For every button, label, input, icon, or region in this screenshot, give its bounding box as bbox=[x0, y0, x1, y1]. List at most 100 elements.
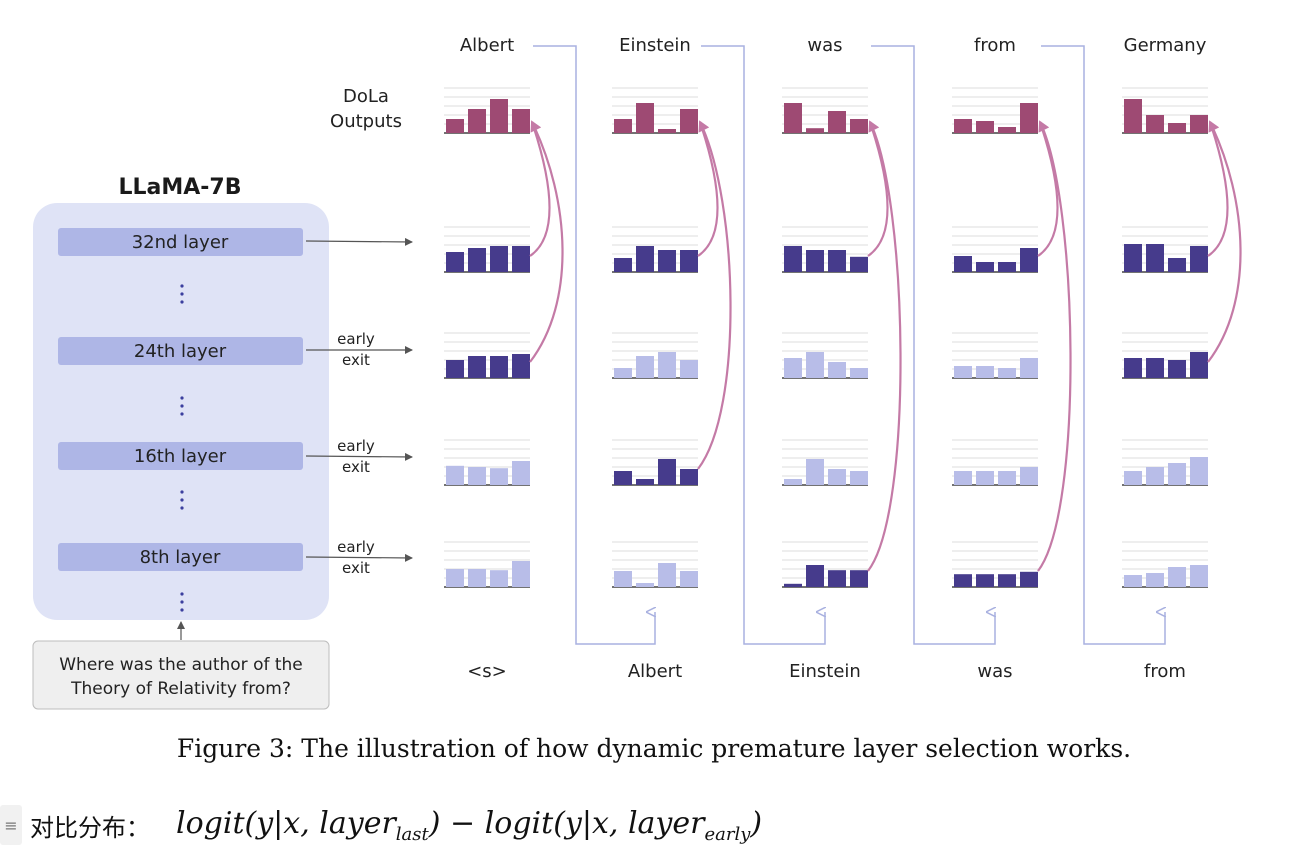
layer-16-label: 16th layer bbox=[134, 446, 227, 467]
token-connector bbox=[533, 45, 655, 645]
formula-part-1: logit(y|x, layer bbox=[176, 805, 396, 841]
bar-L32-2 bbox=[828, 250, 846, 272]
bar-L8-1 bbox=[1146, 573, 1164, 587]
output-token: was bbox=[807, 35, 842, 56]
bar-L16-1 bbox=[468, 467, 486, 485]
bar-L32-1 bbox=[636, 246, 654, 272]
bar-L24-3 bbox=[512, 354, 530, 378]
token-connector bbox=[701, 45, 825, 645]
bar-L8-3 bbox=[1190, 565, 1208, 587]
layer-8-label: 8th layer bbox=[140, 547, 221, 568]
input-token: <s> bbox=[467, 661, 507, 682]
bar-dola-3 bbox=[680, 109, 698, 133]
bar-dola-2 bbox=[828, 111, 846, 133]
bar-L16-3 bbox=[850, 471, 868, 485]
bar-L24-3 bbox=[1190, 352, 1208, 378]
bar-L8-3 bbox=[1020, 571, 1038, 587]
model-panel bbox=[33, 203, 329, 620]
model-title: LLaMA-7B bbox=[118, 175, 241, 200]
bar-L16-2 bbox=[658, 459, 676, 485]
bar-dola-1 bbox=[806, 128, 824, 133]
output-token: Germany bbox=[1124, 35, 1207, 56]
bar-L16-3 bbox=[680, 469, 698, 485]
input-token: was bbox=[977, 661, 1012, 682]
dola-outputs-label-1: DoLa bbox=[343, 86, 389, 107]
formula-part-3: ) bbox=[750, 805, 763, 841]
bar-L32-3 bbox=[850, 256, 868, 272]
bar-dola-1 bbox=[976, 121, 994, 133]
bar-L32-2 bbox=[490, 246, 508, 272]
prompt-line-2: Theory of Relativity from? bbox=[70, 679, 291, 699]
bar-L16-1 bbox=[806, 459, 824, 485]
contrast-arc-mature bbox=[1207, 121, 1229, 257]
bar-L8-2 bbox=[490, 570, 508, 587]
bar-L24-3 bbox=[850, 368, 868, 378]
bar-L32-3 bbox=[1020, 248, 1038, 272]
prompt-box bbox=[32, 640, 330, 710]
bar-L16-2 bbox=[998, 471, 1016, 485]
bar-dola-1 bbox=[636, 103, 654, 133]
bar-L24-1 bbox=[1146, 358, 1164, 378]
bar-L24-0 bbox=[954, 366, 972, 378]
bar-L16-0 bbox=[784, 479, 802, 485]
figure-caption: Figure 3: The illustration of how dynami… bbox=[176, 734, 1132, 763]
early-exit-16-line1: early bbox=[337, 437, 375, 455]
output-token: Albert bbox=[460, 35, 514, 56]
bar-dola-3 bbox=[512, 109, 530, 133]
dola-outputs-label-2: Outputs bbox=[330, 111, 402, 132]
bar-L16-2 bbox=[490, 468, 508, 485]
bar-dola-3 bbox=[850, 119, 868, 133]
formula-row: ≡ 对比分布： logit(y|x, layerlast) − logit(y|… bbox=[0, 800, 762, 850]
bar-L16-2 bbox=[1168, 463, 1186, 485]
formula-sub-last: last bbox=[395, 823, 429, 845]
bar-L24-0 bbox=[784, 358, 802, 378]
bar-L8-3 bbox=[680, 571, 698, 587]
input-token: Albert bbox=[628, 661, 682, 682]
formula-part-2: ) − logit(y|x, layer bbox=[428, 805, 705, 841]
bar-L16-1 bbox=[1146, 467, 1164, 485]
output-token: from bbox=[974, 35, 1016, 56]
bar-L24-2 bbox=[658, 352, 676, 378]
prompt-line-1: Where was the author of the bbox=[59, 655, 303, 675]
bar-L8-1 bbox=[468, 569, 486, 587]
bar-L32-3 bbox=[1190, 246, 1208, 272]
bar-L8-3 bbox=[850, 570, 868, 587]
bar-L8-3 bbox=[512, 561, 530, 587]
formula-sub-early: early bbox=[704, 823, 751, 845]
bar-L8-2 bbox=[658, 563, 676, 587]
bar-L8-2 bbox=[1168, 567, 1186, 587]
early-exit-16-line2: exit bbox=[342, 458, 370, 476]
bar-L16-3 bbox=[512, 461, 530, 485]
formula-label: 对比分布： bbox=[30, 813, 150, 842]
layer-24-label: 24th layer bbox=[134, 341, 227, 362]
bar-L16-0 bbox=[446, 465, 464, 485]
dola-diagram: LLaMA-7B 32nd layer 24th layer 16th laye… bbox=[32, 35, 1242, 710]
bar-L24-0 bbox=[614, 368, 632, 378]
contrast-arc-premature bbox=[529, 120, 564, 363]
bar-dola-1 bbox=[1146, 115, 1164, 133]
bar-L8-0 bbox=[614, 571, 632, 587]
bar-dola-0 bbox=[614, 119, 632, 133]
bar-L16-1 bbox=[976, 471, 994, 485]
list-icon[interactable]: ≡ bbox=[0, 805, 22, 845]
bar-dola-0 bbox=[954, 119, 972, 133]
bar-L8-2 bbox=[998, 574, 1016, 587]
bar-L32-3 bbox=[680, 250, 698, 272]
bar-L24-1 bbox=[636, 356, 654, 378]
bar-L32-2 bbox=[658, 250, 676, 272]
bar-L32-0 bbox=[446, 252, 464, 272]
early-exit-8-line2: exit bbox=[342, 559, 370, 577]
bar-L16-3 bbox=[1190, 457, 1208, 485]
bar-dola-3 bbox=[1020, 103, 1038, 133]
contrast-arc-premature bbox=[1037, 120, 1072, 572]
bar-L16-0 bbox=[1124, 471, 1142, 485]
bar-L24-1 bbox=[806, 352, 824, 378]
bar-L8-1 bbox=[636, 583, 654, 587]
bar-L8-0 bbox=[954, 574, 972, 587]
bar-L24-1 bbox=[468, 356, 486, 378]
bar-dola-1 bbox=[468, 109, 486, 133]
contrast-arc-mature bbox=[867, 121, 889, 257]
bar-L16-0 bbox=[614, 471, 632, 485]
contrast-arc-mature bbox=[529, 121, 551, 257]
bar-L24-2 bbox=[1168, 360, 1186, 378]
